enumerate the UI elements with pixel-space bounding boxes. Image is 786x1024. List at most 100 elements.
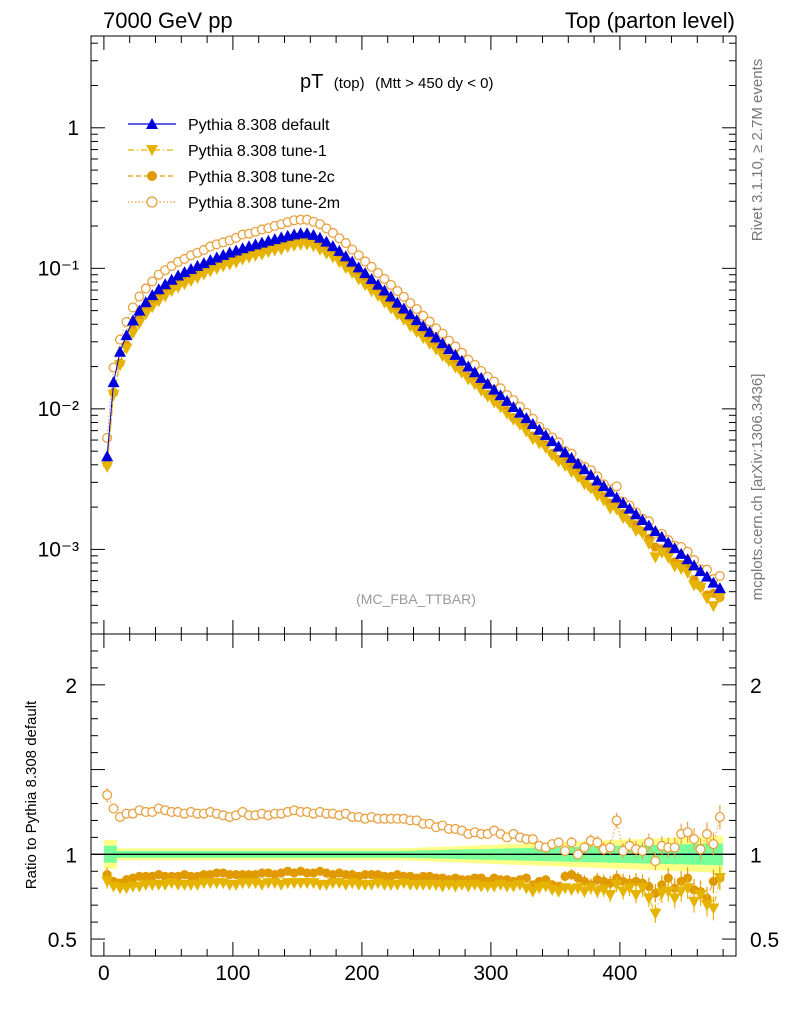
series-default-point [462, 360, 475, 372]
series-tune1-point [255, 249, 268, 261]
ratio-axis-ticks [91, 634, 736, 956]
series-default-point [694, 565, 707, 577]
series-tune1-point [313, 244, 326, 256]
series-default-point [139, 296, 152, 308]
series-tune2m-point [398, 291, 409, 302]
ratio-tune1-point [713, 873, 726, 885]
legend-marker-default [146, 118, 158, 129]
series-tune1-point [700, 593, 713, 605]
ratio-tune1-point [617, 886, 630, 898]
legend-label-tune1: Pythia 8.308 tune-1 [188, 143, 327, 160]
series-tune1-point [191, 273, 204, 285]
series-default-point [636, 513, 649, 525]
series-tune1-point [571, 472, 584, 484]
series-default-point [475, 371, 488, 383]
series-default-point [584, 468, 597, 480]
legend-marker-tune1 [146, 145, 158, 156]
series-default-point [662, 536, 675, 548]
series-default-point [397, 302, 410, 314]
series-tune2m-point [411, 303, 422, 315]
top-y-tick-label: 10⁻¹ [38, 257, 79, 280]
series-tune2m-point [366, 261, 377, 272]
ratio-tune2m-point [682, 827, 693, 838]
series-default-point [133, 304, 146, 316]
side-text-mcplots: mcplots.cern.ch [arXiv:1306.3436] [749, 374, 766, 601]
series-default-line [106, 232, 721, 589]
plot-title-sub1: (top) [334, 75, 365, 92]
x-tick-label: 0 [98, 962, 110, 985]
series-default-point [649, 525, 662, 537]
series-default-point [346, 255, 359, 267]
ratio-series-layer [101, 787, 726, 923]
series-default-point [700, 570, 713, 582]
ratio-tune2c-point [199, 870, 209, 880]
side-text-rivet: Rivet 3.1.10, ≥ 2.7M events [749, 59, 766, 242]
series-default-point [546, 435, 559, 447]
series-tune2m-point [127, 302, 138, 313]
legend: Pythia 8.308 default Pythia 8.308 tune-1… [128, 117, 340, 212]
ratio-tune2c-point [231, 870, 241, 880]
legend-label-default: Pythia 8.308 default [188, 117, 330, 134]
ratio-tune1-point [668, 893, 681, 905]
series-tune2m-point [379, 273, 390, 284]
series-tune1-point [184, 276, 197, 288]
series-default-point [681, 553, 694, 565]
series-tune2m-point [714, 570, 725, 582]
series-default-point [126, 314, 139, 326]
series-tune2m-point [385, 279, 396, 290]
ratio-tune1-point [649, 908, 662, 920]
ratio-tune2m-point [689, 834, 700, 845]
series-tune1-point [546, 450, 559, 462]
series-tune1-point [101, 461, 114, 473]
series-tune2m-point [437, 328, 448, 339]
ratio-tune2m-point [592, 837, 603, 848]
ratio-tune1 [101, 865, 726, 923]
series-default-point [494, 389, 507, 401]
series-tune2m-point [405, 298, 416, 309]
series-default-point [578, 463, 591, 475]
ratio-tune1-point [584, 883, 597, 895]
series-tune1-point [533, 438, 546, 450]
ratio-tune1-point [101, 876, 114, 888]
series-default-point [707, 576, 720, 588]
legend-label-tune2c: Pythia 8.308 tune-2c [188, 169, 335, 186]
x-tick-label: 300 [473, 962, 508, 985]
series-tune1-point [694, 582, 707, 594]
series-tune1-point [649, 552, 662, 564]
series-default-point [410, 314, 423, 326]
series-default-point [552, 440, 565, 452]
series-default-point [610, 491, 623, 503]
series-default-point [559, 446, 572, 458]
ratio-tune1-point [700, 900, 713, 912]
series-default-point [597, 480, 610, 492]
ratio-tune1-point [636, 883, 649, 895]
series-tune2c [102, 235, 725, 602]
series-tune1-point [526, 434, 539, 446]
series-tune1-point [713, 592, 726, 604]
series-tune1-point [320, 248, 333, 260]
ratio-tune1-point [675, 886, 688, 898]
series-default-point [352, 261, 365, 273]
series-default-point [178, 266, 191, 278]
ratio-tune2c-point [670, 883, 680, 893]
legend-label-tune2m: Pythia 8.308 tune-2m [188, 195, 340, 212]
series-default-point [404, 308, 417, 320]
series-tune1-point [107, 389, 120, 401]
series-tune1-point [223, 259, 236, 271]
ratio-tune2c-point [186, 871, 196, 881]
ratio-tune2m-point [553, 837, 564, 848]
series-tune1-point [275, 244, 288, 256]
plot-title-sub2: (Mtt > 450 dy < 0) [375, 75, 493, 92]
series-tune1-point [681, 567, 694, 579]
series-default-point [455, 354, 468, 366]
ratio-tune2m-point [566, 837, 577, 848]
series-tune1-point [642, 538, 655, 550]
plot-title-main: pT [300, 71, 323, 93]
series-default-point [642, 519, 655, 531]
ratio-tune1-point [694, 889, 707, 901]
series-default-point [604, 485, 617, 497]
series-default-point [326, 240, 339, 252]
series-default-point [507, 401, 520, 413]
ratio-y-tick-label-right: 2 [750, 675, 762, 698]
ratio-tune1-point [578, 886, 591, 898]
